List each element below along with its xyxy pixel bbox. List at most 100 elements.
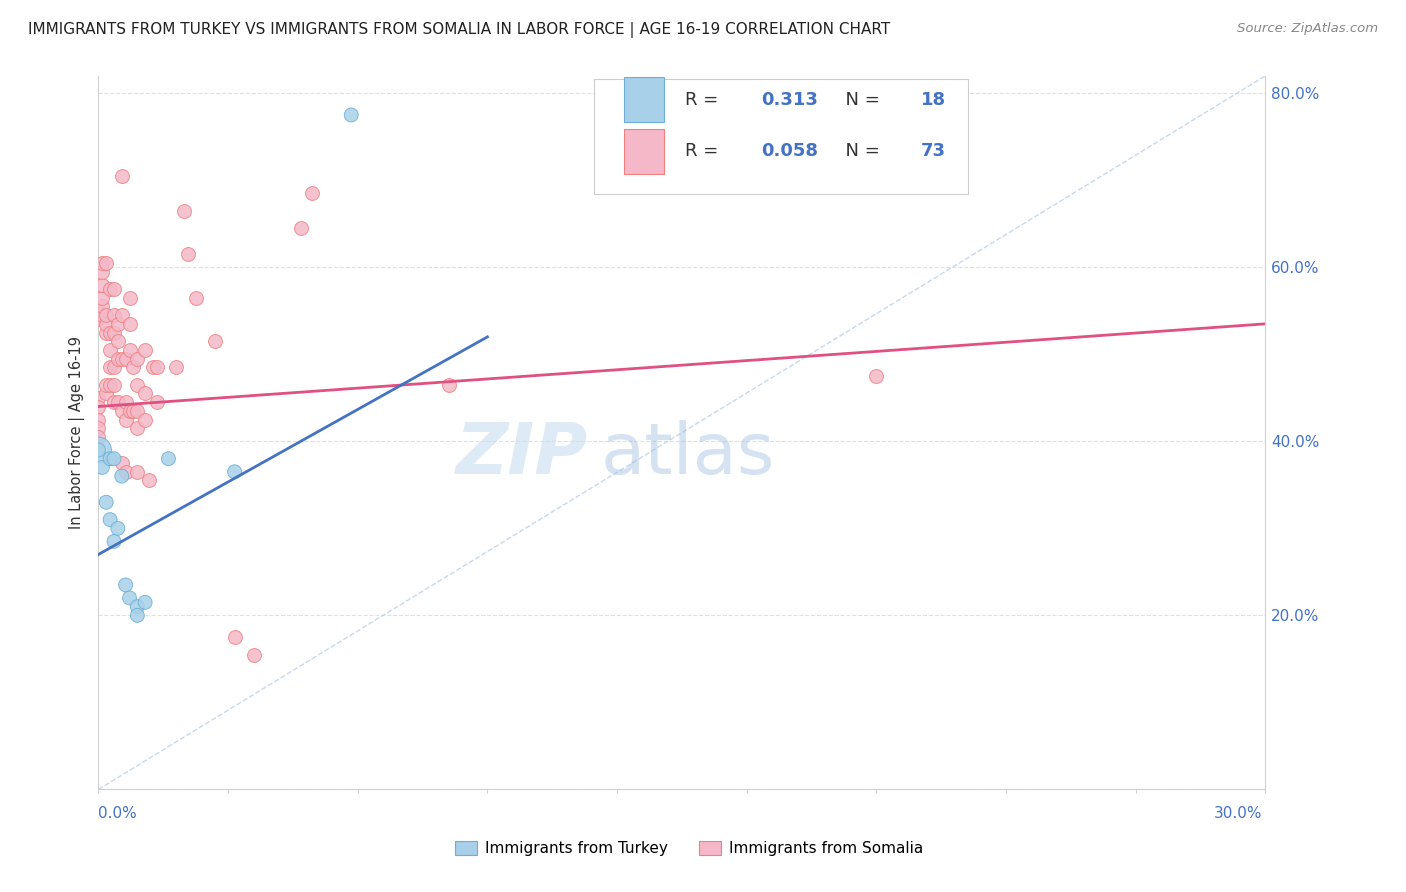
Point — [204, 334, 226, 349]
Point — [98, 513, 121, 527]
FancyBboxPatch shape — [595, 79, 967, 194]
Point — [146, 395, 169, 409]
Point — [91, 256, 114, 270]
Point — [114, 412, 136, 426]
Point — [111, 469, 134, 483]
Point — [91, 300, 114, 314]
Point — [103, 360, 125, 375]
Text: N =: N = — [834, 142, 886, 160]
Point — [103, 451, 125, 466]
Point — [103, 326, 125, 340]
Point — [96, 317, 118, 331]
Point — [87, 312, 110, 326]
Point — [173, 203, 195, 218]
Point — [127, 465, 149, 479]
Text: R =: R = — [685, 142, 730, 160]
Bar — [624, 78, 665, 122]
Point — [243, 648, 266, 662]
Point — [114, 465, 136, 479]
Point — [87, 421, 110, 435]
Text: Source: ZipAtlas.com: Source: ZipAtlas.com — [1237, 22, 1378, 36]
Point — [157, 451, 180, 466]
Point — [134, 343, 156, 357]
Text: IMMIGRANTS FROM TURKEY VS IMMIGRANTS FROM SOMALIA IN LABOR FORCE | AGE 16-19 COR: IMMIGRANTS FROM TURKEY VS IMMIGRANTS FRO… — [28, 22, 890, 38]
Point — [107, 395, 129, 409]
Point — [122, 404, 145, 418]
Point — [103, 395, 125, 409]
Y-axis label: In Labor Force | Age 16-19: In Labor Force | Age 16-19 — [69, 336, 86, 529]
Point — [138, 474, 160, 488]
Point — [177, 247, 200, 261]
Point — [127, 608, 149, 623]
Point — [114, 578, 136, 592]
Legend: Immigrants from Turkey, Immigrants from Somalia: Immigrants from Turkey, Immigrants from … — [449, 835, 929, 862]
Point — [98, 326, 121, 340]
Point — [118, 343, 141, 357]
Point — [142, 360, 165, 375]
Bar — [624, 128, 665, 174]
Point — [127, 377, 149, 392]
Point — [290, 221, 312, 235]
Point — [118, 317, 141, 331]
Point — [127, 421, 149, 435]
Point — [91, 460, 114, 475]
Point — [114, 395, 136, 409]
Point — [111, 308, 134, 322]
Point — [224, 465, 246, 479]
Point — [91, 265, 114, 279]
Point — [96, 495, 118, 509]
Point — [118, 404, 141, 418]
Text: 18: 18 — [921, 91, 946, 109]
Point — [127, 404, 149, 418]
Point — [87, 400, 110, 414]
Point — [865, 369, 887, 384]
Text: ZIP: ZIP — [457, 419, 589, 489]
Point — [98, 343, 121, 357]
Point — [437, 377, 460, 392]
Point — [103, 377, 125, 392]
Point — [127, 351, 149, 366]
Point — [98, 451, 121, 466]
Text: 0.313: 0.313 — [761, 91, 818, 109]
Point — [103, 282, 125, 296]
Point — [91, 291, 114, 305]
Point — [301, 186, 323, 201]
Point — [87, 391, 110, 405]
Point — [96, 256, 118, 270]
Point — [118, 591, 141, 605]
Point — [107, 521, 129, 535]
Point — [103, 308, 125, 322]
Point — [107, 334, 129, 349]
Point — [96, 377, 118, 392]
Point — [87, 443, 110, 458]
Point — [127, 599, 149, 614]
Point — [103, 534, 125, 549]
Point — [87, 430, 110, 444]
Text: atlas: atlas — [600, 419, 775, 489]
Point — [134, 595, 156, 609]
Point — [111, 351, 134, 366]
Point — [111, 404, 134, 418]
Point — [98, 282, 121, 296]
Point — [98, 377, 121, 392]
Point — [87, 412, 110, 426]
Point — [96, 326, 118, 340]
Point — [111, 456, 134, 470]
Point — [96, 386, 118, 401]
Point — [146, 360, 169, 375]
Point — [165, 360, 187, 375]
Point — [87, 443, 110, 458]
Text: 73: 73 — [921, 142, 946, 160]
Text: 0.0%: 0.0% — [98, 806, 138, 821]
Text: R =: R = — [685, 91, 730, 109]
Point — [118, 291, 141, 305]
Point — [122, 360, 145, 375]
Text: 30.0%: 30.0% — [1215, 806, 1263, 821]
Point — [107, 317, 129, 331]
Point — [114, 351, 136, 366]
Text: N =: N = — [834, 91, 886, 109]
Point — [111, 169, 134, 183]
Point — [91, 308, 114, 322]
Text: 0.058: 0.058 — [761, 142, 818, 160]
Point — [96, 308, 118, 322]
